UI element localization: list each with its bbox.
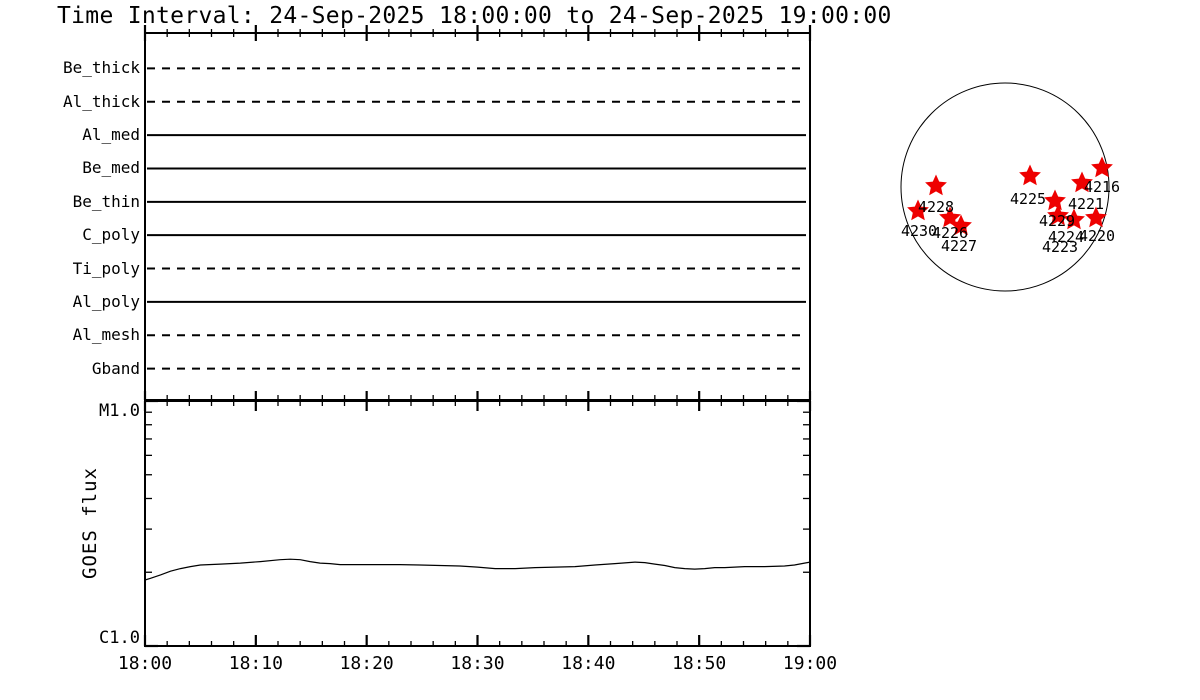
time-tick-label-1830: 18:30 <box>450 653 505 674</box>
active-region-number-4226: 4226 <box>931 224 969 242</box>
active-region-number-4230: 4230 <box>900 222 938 240</box>
time-tick-label-1810: 18:10 <box>228 653 283 674</box>
filter-label-ti_poly: Ti_poly <box>72 258 140 278</box>
active-region-number-4216: 4216 <box>1083 178 1121 196</box>
active-region-star-4221 <box>1071 171 1093 193</box>
filter-label-c_poly: C_poly <box>82 225 140 245</box>
active-region-number-4220: 4220 <box>1078 227 1116 245</box>
active-region-star-4229 <box>1044 189 1066 211</box>
goes-flux-curve <box>144 558 811 581</box>
active-region-star-4230 <box>907 199 929 221</box>
active-region-number-4224: 4224 <box>1047 228 1085 246</box>
filter-label-be_thin: Be_thin <box>72 191 140 211</box>
time-tick-label-1820: 18:20 <box>339 653 394 674</box>
active-region-number-4221: 4221 <box>1067 195 1105 213</box>
page-title: Time Interval: 24-Sep-2025 18:00:00 to 2… <box>57 3 892 29</box>
filter-panel-border <box>144 32 811 401</box>
active-region-number-4229: 4229 <box>1038 212 1076 230</box>
active-region-star-4228 <box>925 174 947 196</box>
active-region-number-4227: 4227 <box>940 237 978 255</box>
filter-label-gband: Gband <box>91 358 140 378</box>
filter-label-al_poly: Al_poly <box>72 291 140 311</box>
active-region-number-4225: 4225 <box>1009 190 1047 208</box>
active-region-star-4225 <box>1019 164 1041 186</box>
active-region-star-4227 <box>950 214 972 236</box>
time-tick-label-1800: 18:00 <box>117 653 173 674</box>
active-region-star-4224 <box>1063 208 1085 230</box>
filter-label-al_mesh: Al_mesh <box>72 325 140 345</box>
filter-label-be_thick: Be_thick <box>62 58 140 78</box>
time-tick-label-1900: 19:00 <box>782 653 838 674</box>
active-region-number-4228: 4228 <box>917 198 955 216</box>
active-region-star-4220 <box>1085 206 1107 228</box>
filter-label-be_med: Be_med <box>82 158 140 178</box>
goes-panel-border <box>144 400 811 647</box>
filter-label-al_thick: Al_thick <box>62 91 140 111</box>
goes-ytick-top: M1.0 <box>99 401 140 421</box>
goes-y-axis-title: GOES flux <box>79 467 101 579</box>
filter-label-al_med: Al_med <box>82 125 140 145</box>
active-region-star-4223 <box>1047 204 1069 226</box>
sun-disk <box>900 82 1110 292</box>
time-tick-label-1850: 18:50 <box>672 653 727 674</box>
goes-ytick-bottom: C1.0 <box>99 628 140 648</box>
active-region-star-4216 <box>1091 156 1113 178</box>
active-region-number-4223: 4223 <box>1041 238 1079 256</box>
time-tick-label-1840: 18:40 <box>561 653 616 674</box>
